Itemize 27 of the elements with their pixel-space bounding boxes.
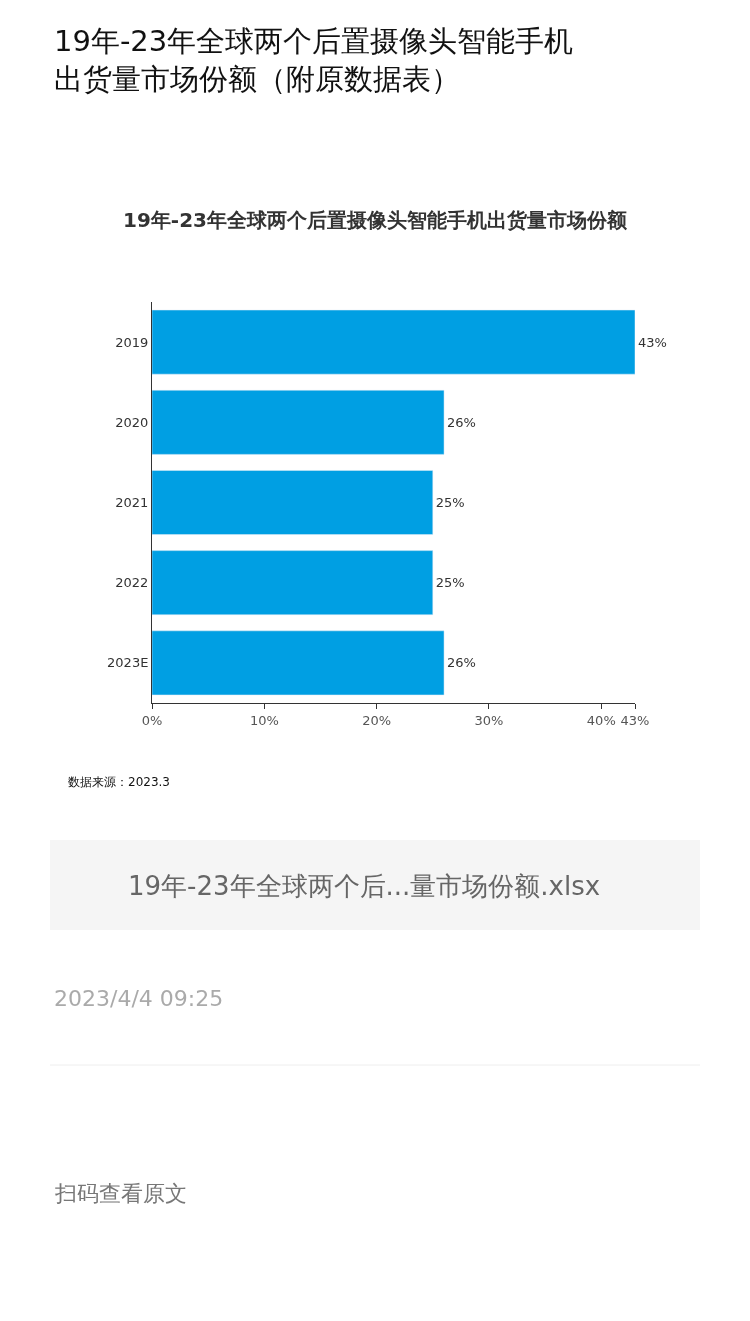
y-tick-label: 2023E xyxy=(107,655,149,671)
bar xyxy=(152,389,445,455)
data-label: 26% xyxy=(447,414,476,430)
bar xyxy=(152,630,445,696)
source-note: 数据来源：2023.3 xyxy=(68,775,170,789)
data-label: 25% xyxy=(435,495,465,510)
y-tick-label: 2022 xyxy=(115,575,149,591)
data-label: 43% xyxy=(638,334,667,350)
bar xyxy=(152,309,635,375)
x-tick-label: 20% xyxy=(362,712,392,728)
bar xyxy=(152,550,434,616)
y-tick-label: 2020 xyxy=(115,414,149,430)
bar xyxy=(152,470,434,535)
data-label: 26% xyxy=(447,655,476,671)
y-tick-label: 2021 xyxy=(115,495,149,511)
text: 扫码查看原文 xyxy=(54,1181,187,1206)
y-tick-label: 2019 xyxy=(115,334,149,350)
text: 19年-23年全球两个后...量市场份额.xlsx xyxy=(128,871,601,901)
chart-title: 19年-23年全球两个后置摄像头智能手机出货量市场份额（附原数据表） xyxy=(54,24,574,96)
x-tick-label: 40% xyxy=(586,712,616,728)
x-tick-label: 30% xyxy=(474,712,504,728)
x-tick-label: 0% xyxy=(141,712,163,728)
chart-subtitle: 19年-23年全球两个后置摄像头智能手机出货量市场份额 xyxy=(123,208,628,232)
x-tick-label: 43% xyxy=(620,712,650,728)
text: 2023/4/4 09:25 xyxy=(54,986,224,1011)
data-label: 25% xyxy=(435,575,465,591)
x-tick-label: 10% xyxy=(249,712,279,728)
